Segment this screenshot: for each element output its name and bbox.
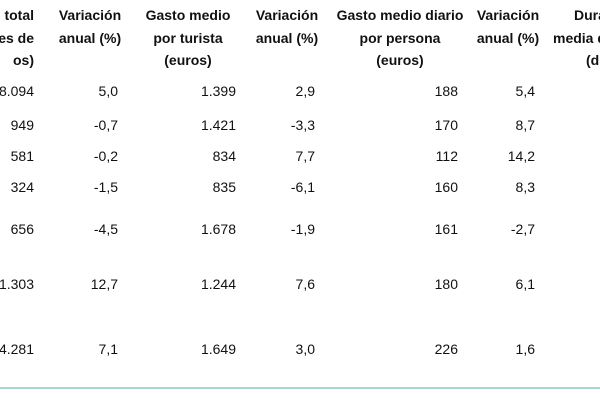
column-header: media d <box>553 30 600 46</box>
table-cell: 1.303 <box>0 276 34 292</box>
column-header: por persona <box>359 30 441 46</box>
table-cell: 8,7 <box>515 117 535 133</box>
table-cell: 1,6 <box>515 341 535 357</box>
table-cell: -6,1 <box>290 179 315 195</box>
table-cell: 1.649 <box>200 341 236 357</box>
table-cell: 324 <box>10 179 34 195</box>
table-cell: 180 <box>434 276 458 292</box>
table-cell: 188 <box>434 83 458 99</box>
table-cell: 112 <box>435 148 458 164</box>
column-header: anual (%) <box>58 30 122 46</box>
table-cell: 170 <box>434 117 458 133</box>
table-cell: -0,2 <box>93 148 118 164</box>
table-cell: -3,3 <box>290 117 315 133</box>
column-header: os) <box>13 52 34 68</box>
table-cell: 4.281 <box>0 341 34 357</box>
table-cell: 949 <box>10 117 34 133</box>
column-header: Variación <box>255 7 319 23</box>
table-cell: 160 <box>434 179 458 195</box>
table-cell: 8.094 <box>0 83 34 99</box>
column-header: total <box>4 7 34 23</box>
column-header: Dura <box>574 7 600 23</box>
column-header: es de <box>0 30 34 46</box>
table-cell: 226 <box>434 341 458 357</box>
table-cell: 835 <box>212 179 236 195</box>
table-cell: 1.678 <box>200 221 236 237</box>
table-cell: 6,1 <box>515 276 535 292</box>
column-header: Variación <box>58 7 122 23</box>
bottom-rule <box>0 387 600 389</box>
table-cell: 5,0 <box>98 83 118 99</box>
table-cell: 656 <box>10 221 34 237</box>
table-cell: 7,1 <box>98 341 118 357</box>
table-cell: 12,7 <box>90 276 118 292</box>
table-cell: 5,4 <box>515 83 535 99</box>
column-header: Gasto medio <box>145 7 231 23</box>
table-cell: 14,2 <box>507 148 535 164</box>
table-cell: -1,5 <box>93 179 118 195</box>
table-cell: -2,7 <box>510 221 535 237</box>
table-cell: 8,3 <box>515 179 535 195</box>
table-cell: -0,7 <box>93 117 118 133</box>
column-header: (di <box>586 52 600 68</box>
table-cell: 7,6 <box>295 276 315 292</box>
table-cell: -4,5 <box>93 221 118 237</box>
table-cell: 581 <box>10 148 34 164</box>
table-cell: 7,7 <box>295 148 315 164</box>
column-header: por turista <box>153 30 223 46</box>
column-header: anual (%) <box>476 30 540 46</box>
table-cell: 1.244 <box>200 276 236 292</box>
table-cell: 1.399 <box>200 83 236 99</box>
column-header: (euros) <box>164 52 212 68</box>
table-cell: -1,9 <box>290 221 315 237</box>
column-header: anual (%) <box>255 30 319 46</box>
table-cell: 2,9 <box>295 83 315 99</box>
table-cell: 3,0 <box>295 341 315 357</box>
column-header: (euros) <box>376 52 424 68</box>
table-cell: 161 <box>434 221 458 237</box>
table-cell: 1.421 <box>200 117 236 133</box>
column-header: Gasto medio diario <box>336 7 464 23</box>
table-cell: 834 <box>212 148 236 164</box>
column-header: Variación <box>476 7 540 23</box>
